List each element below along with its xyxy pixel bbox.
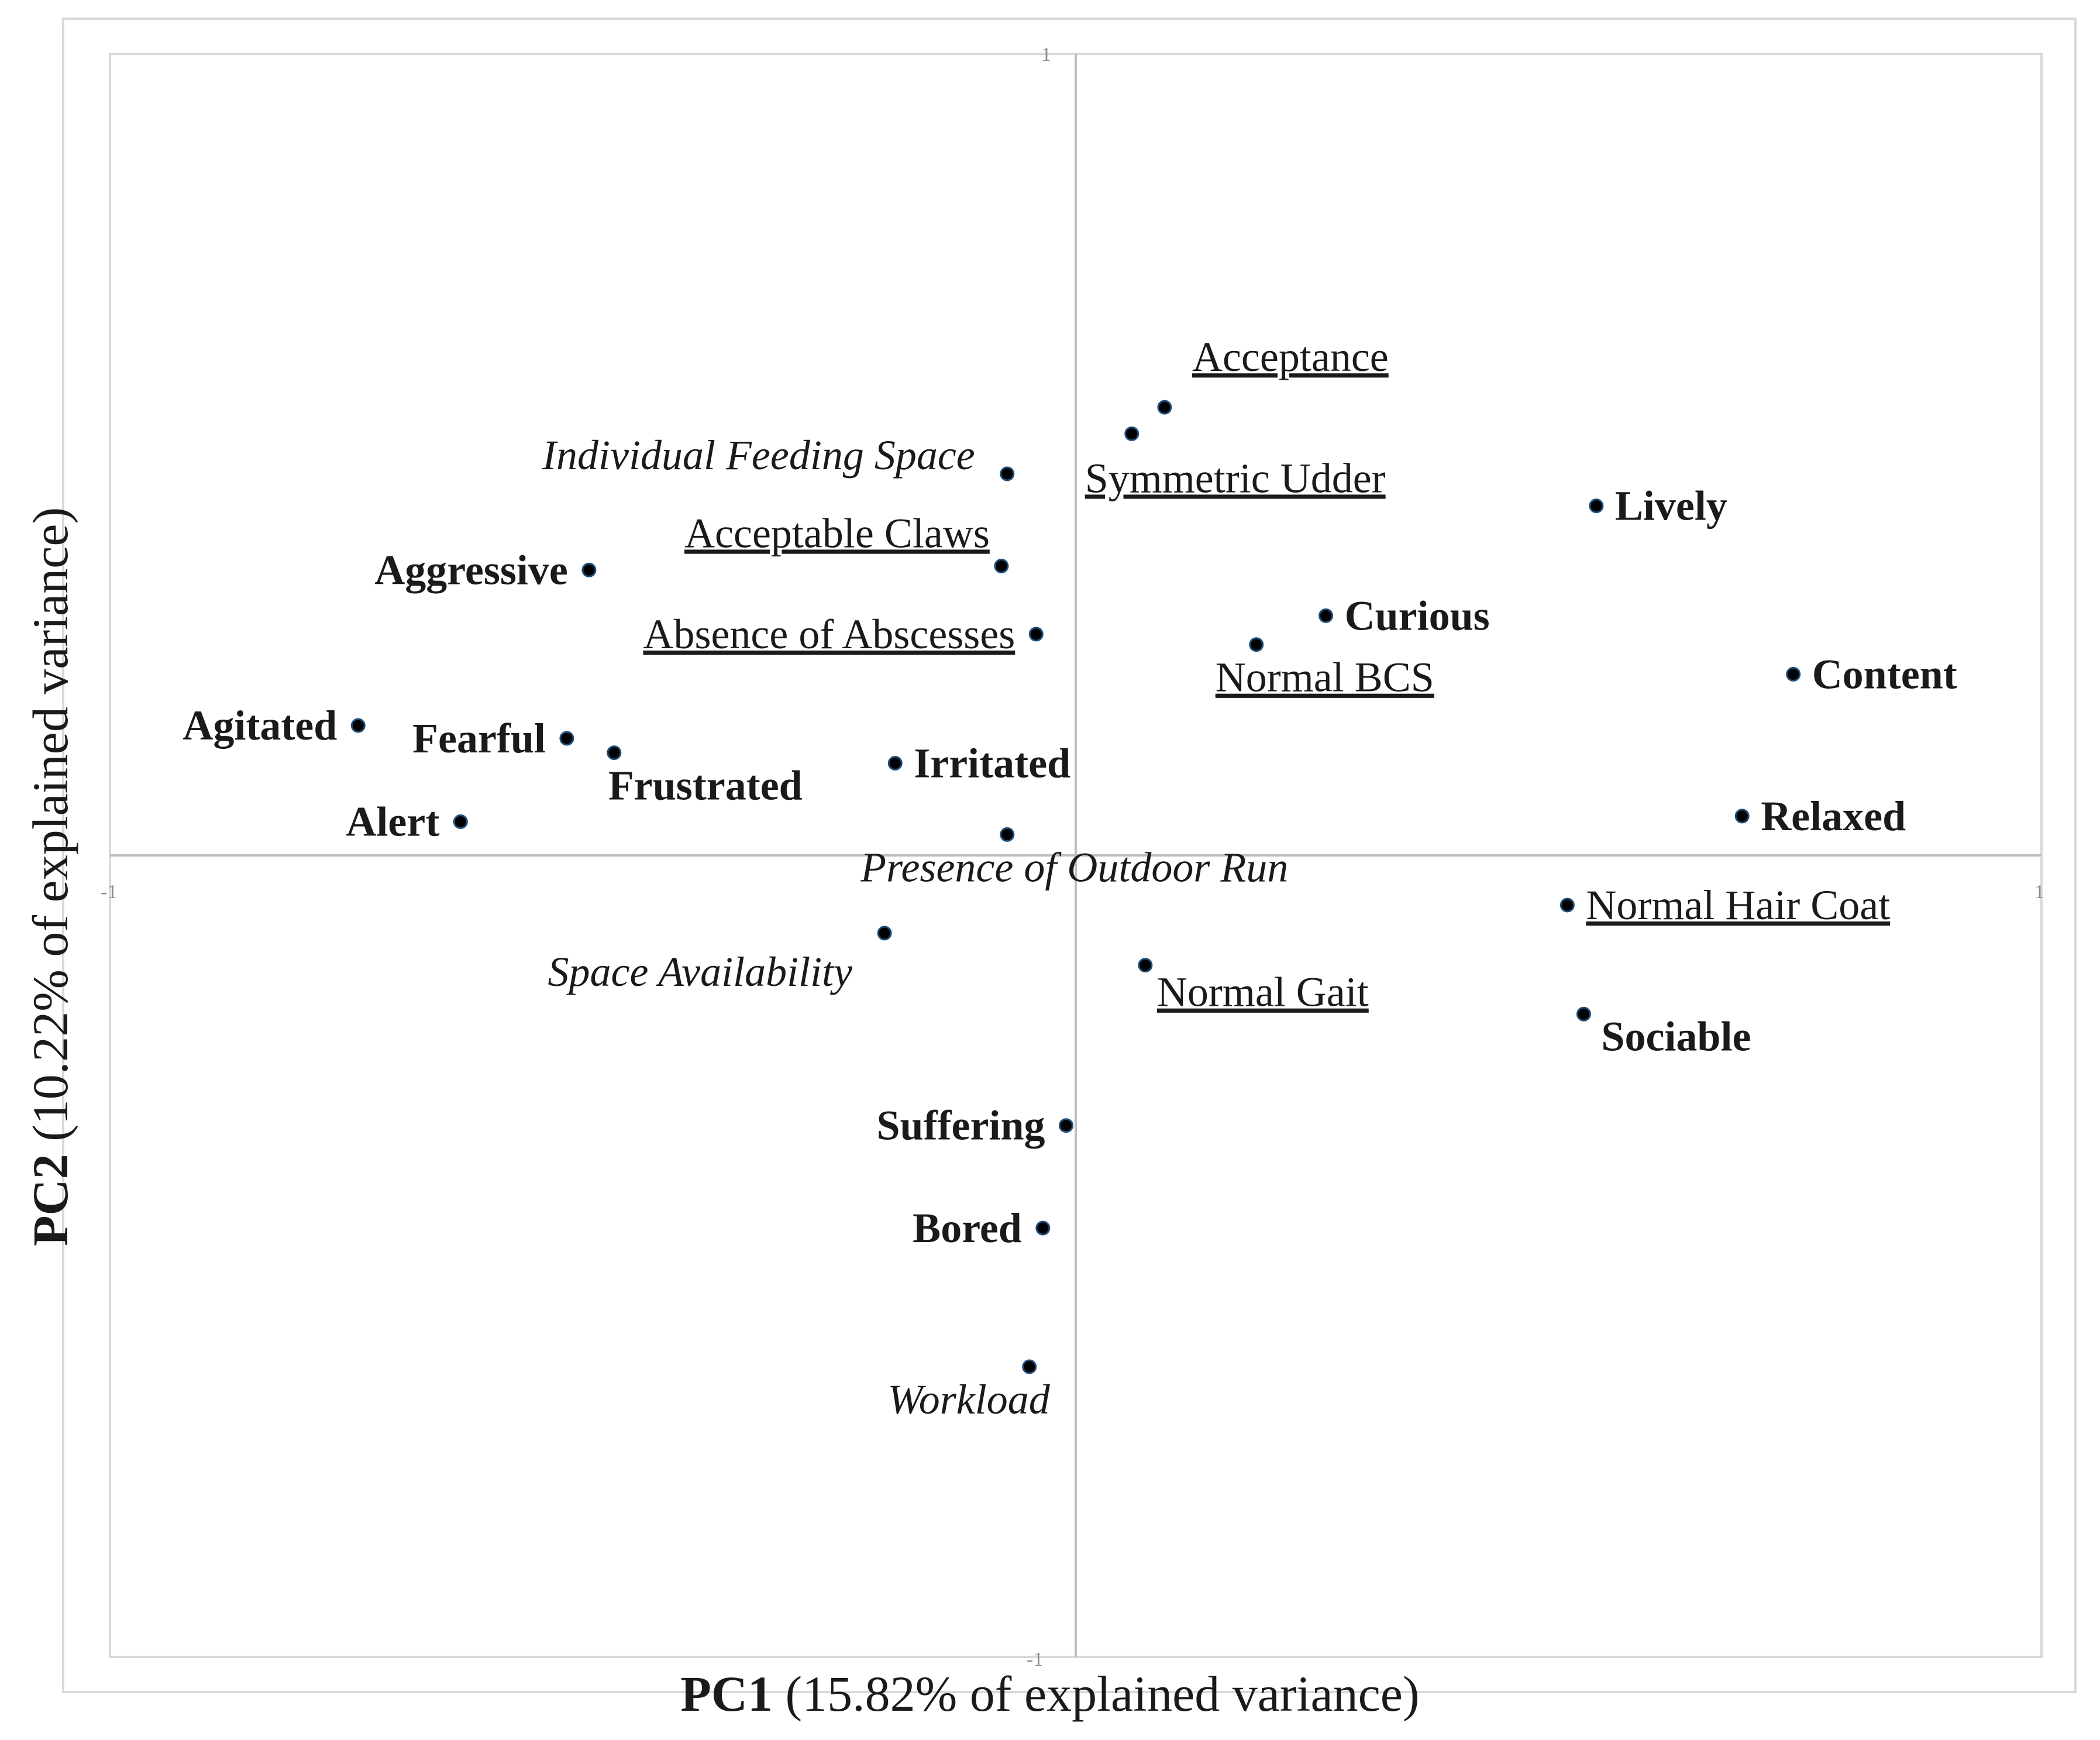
x-axis-title: PC1 (15.82% of explained variance)	[0, 1665, 2100, 1723]
x-axis-title-variance: (15.82% of explained variance)	[773, 1666, 1420, 1722]
point-agitated: Agitated	[183, 702, 366, 749]
point-marker-workload	[1022, 1359, 1037, 1374]
point-curious: Curious	[1318, 592, 1490, 639]
point-label-normal-gait: Normal Gait	[1157, 969, 1369, 1016]
point-workload: Workload	[887, 1359, 1051, 1423]
point-marker-space-availability	[877, 926, 892, 941]
point-label-absence-of-abscesses: Absence of Abscesses	[643, 611, 1015, 658]
data-points: Acceptance Symmetric Udder Individual Feed…	[183, 333, 1957, 1423]
point-label-irritated: Irritated	[914, 740, 1070, 786]
point-label-individual-feeding-space: Individual Feeding Space	[542, 432, 975, 479]
point-sociable: Sociable	[1576, 1006, 1751, 1060]
point-marker-relaxed	[1734, 809, 1750, 824]
point-label-normal-hair-coat: Normal Hair Coat	[1586, 882, 1890, 929]
point-alert: Alert	[346, 798, 468, 845]
y-axis-title-variance: (10.22% of explained variance)	[22, 507, 78, 1154]
point-label-content: Content	[1812, 651, 1957, 697]
point-label-symmetric-udder: Symmetric Udder	[1085, 455, 1386, 501]
outer-frame	[62, 18, 2077, 1693]
point-label-workload: Workload	[887, 1376, 1050, 1423]
point-marker-aggressive	[581, 562, 597, 577]
point-label-relaxed: Relaxed	[1761, 793, 1906, 840]
point-label-space-availability: Space Availability	[548, 948, 853, 995]
point-marker-presence-of-outdoor-run	[1000, 827, 1015, 842]
point-label-suffering: Suffering	[876, 1102, 1045, 1149]
point-marker-normal-bcs	[1249, 637, 1264, 652]
point-normal-bcs: Normal BCS	[1216, 637, 1434, 701]
point-content: Content	[1786, 651, 1957, 697]
point-label-normal-bcs: Normal BCS	[1216, 654, 1434, 701]
point-normal-hair-coat: Normal Hair Coat	[1559, 882, 1890, 929]
point-marker-symmetric-udder	[1124, 426, 1139, 441]
y-tick-max: 1	[1041, 44, 1051, 66]
point-marker-frustrated	[607, 745, 622, 761]
point-label-acceptance: Acceptance	[1192, 333, 1389, 380]
x-tick-min: -1	[101, 881, 117, 903]
point-irritated: Irritated	[887, 740, 1070, 786]
point-label-sociable: Sociable	[1601, 1013, 1751, 1060]
point-marker-suffering	[1058, 1118, 1073, 1133]
point-marker-acceptance	[1157, 400, 1172, 415]
point-marker-irritated	[887, 755, 903, 771]
point-marker-normal-gait	[1138, 958, 1153, 973]
point-marker-agitated	[350, 718, 366, 733]
point-marker-curious	[1318, 608, 1334, 623]
point-absence-of-abscesses: Absence of Abscesses	[643, 611, 1044, 658]
point-label-acceptable-claws: Acceptable Claws	[684, 510, 990, 556]
point-label-frustrated: Frustrated	[608, 762, 803, 809]
point-marker-absence-of-abscesses	[1028, 627, 1044, 642]
point-marker-individual-feeding-space	[1000, 466, 1015, 482]
point-marker-lively	[1589, 498, 1604, 514]
point-individual-feeding-space: Individual Feeding Space	[542, 432, 1015, 482]
point-label-agitated: Agitated	[183, 702, 337, 749]
x-axis-title-pc: PC1	[680, 1666, 773, 1722]
point-fearful: Fearful	[412, 715, 574, 762]
point-presence-of-outdoor-run: Presence of Outdoor Run	[860, 827, 1288, 890]
point-marker-alert	[453, 814, 468, 829]
point-normal-gait: Normal Gait	[1138, 958, 1369, 1016]
point-label-curious: Curious	[1345, 592, 1490, 639]
y-axis-title-pc: PC2	[22, 1154, 78, 1246]
y-tick-min: -1	[1027, 1649, 1043, 1670]
point-acceptance: Acceptance	[1157, 333, 1389, 415]
point-marker-sociable	[1576, 1006, 1591, 1022]
point-acceptable-claws: Acceptable Claws	[684, 510, 1009, 573]
point-label-presence-of-outdoor-run: Presence of Outdoor Run	[860, 844, 1288, 890]
point-bored: Bored	[913, 1205, 1051, 1251]
point-marker-bored	[1035, 1220, 1051, 1236]
point-marker-fearful	[559, 731, 574, 746]
point-label-bored: Bored	[913, 1205, 1022, 1251]
x-tick-max: 1	[2034, 881, 2044, 903]
point-relaxed: Relaxed	[1734, 793, 1906, 840]
point-lively: Lively	[1589, 483, 1727, 529]
point-marker-acceptable-claws	[994, 558, 1009, 573]
point-label-lively: Lively	[1615, 483, 1727, 529]
point-marker-normal-hair-coat	[1559, 897, 1575, 913]
y-axis-title: PC2 (10.22% of explained variance)	[21, 507, 80, 1246]
point-label-alert: Alert	[346, 798, 439, 845]
point-marker-content	[1786, 666, 1801, 682]
point-label-fearful: Fearful	[412, 715, 546, 762]
point-symmetric-udder: Symmetric Udder	[1085, 426, 1386, 501]
point-space-availability: Space Availability	[548, 926, 892, 995]
point-label-aggressive: Aggressive	[374, 546, 568, 593]
point-aggressive: Aggressive	[374, 546, 597, 593]
point-suffering: Suffering	[876, 1102, 1073, 1149]
point-frustrated: Frustrated	[607, 745, 803, 809]
